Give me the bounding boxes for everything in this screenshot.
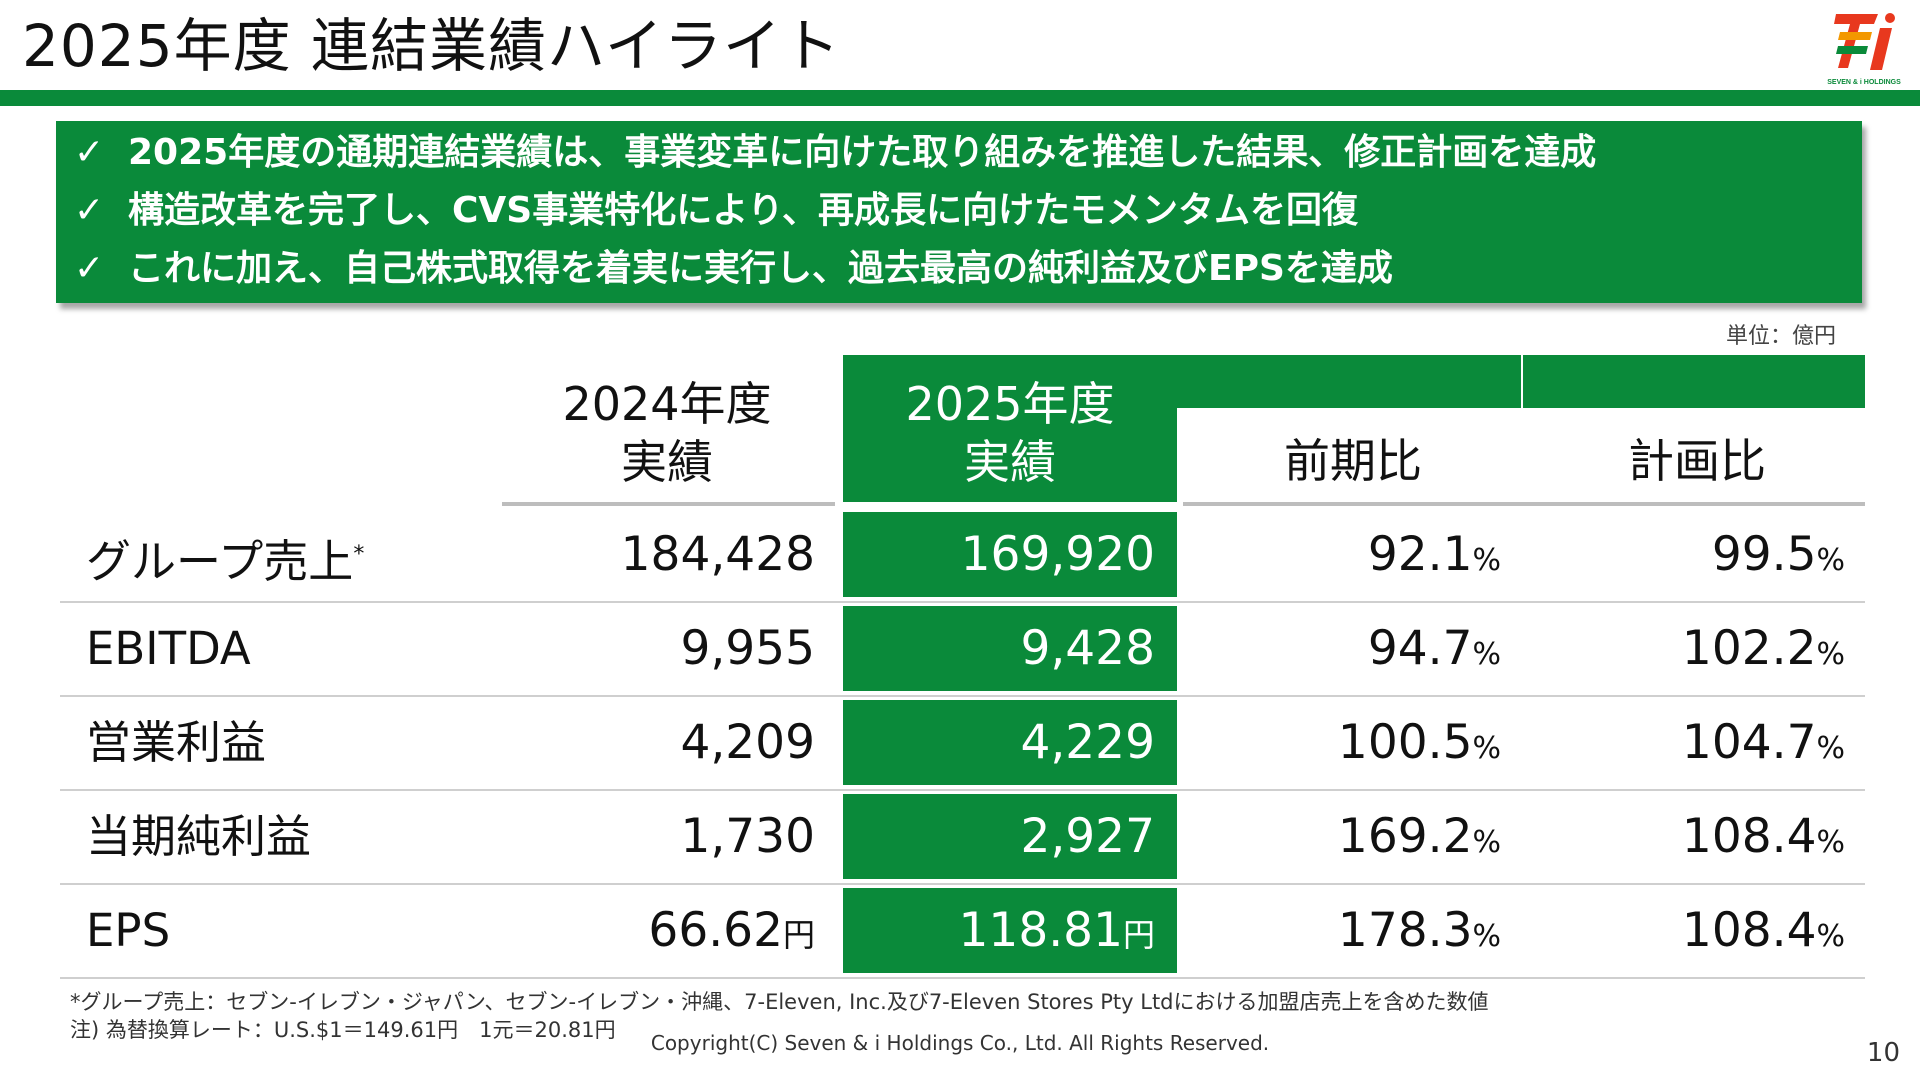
check-icon: ✓ (74, 190, 105, 231)
fy2025-cell-bg (843, 606, 1177, 691)
yoy-value: 92.1% (1367, 527, 1501, 582)
highlight-text: 構造改革を完了し、CVS事業特化により、再成長に向けたモメンタムを回復 (128, 190, 1359, 231)
fy2024-value: 9,955 (680, 621, 815, 676)
fy2025-cell-bg (843, 794, 1177, 879)
yoy-value: 169.2% (1337, 809, 1501, 864)
title-underline (0, 90, 1920, 106)
highlight-item: ✓ 2025年度の通期連結業績は、事業変革に向けた取り組みを推進した結果、修正計画… (74, 125, 1596, 181)
header-fy2025-line2: 実績 (964, 435, 1056, 489)
header-vs-plan: 計画比 (1628, 434, 1766, 488)
fy2025-cell-bg (843, 700, 1177, 785)
vs-plan-value: 108.4% (1681, 903, 1845, 958)
highlight-item: ✓ 構造改革を完了し、CVS事業特化により、再成長に向けたモメンタムを回復 (74, 183, 1358, 239)
vs-plan-value: 99.5% (1711, 527, 1845, 582)
fy2024-value: 1,730 (680, 809, 815, 864)
header-divider (502, 502, 835, 506)
yoy-value: 100.5% (1337, 715, 1501, 770)
footnote-exchange-rate: 注) 為替換算レート：U.S.$1＝149.61円 1元＝20.81円 (70, 1018, 616, 1042)
fy2025-cell-bg (843, 512, 1177, 597)
header-fy2024: 2024年度 実績 (502, 375, 832, 491)
row-label: EBITDA (86, 622, 251, 675)
vs-plan-value: 108.4% (1681, 809, 1845, 864)
logo-wordmark: SEVEN & i HOLDINGS (1827, 79, 1901, 86)
highlight-text: これに加え、自己株式取得を着実に実行し、過去最高の純利益及びEPSを達成 (128, 248, 1393, 289)
row-label: 営業利益 (86, 716, 267, 769)
fy2025-value: 118.81円 (958, 903, 1155, 958)
row-label: グループ売上* (86, 535, 365, 588)
page-title: 2025年度 連結業績ハイライト (22, 12, 841, 80)
fy2024-value: 184,428 (620, 527, 815, 582)
footnote-group-sales: *グループ売上：セブン‐イレブン・ジャパン、セブン‐イレブン・沖縄、7-Elev… (70, 990, 1489, 1014)
header-fy2024-line2: 実績 (621, 435, 713, 489)
fy2025-value: 2,927 (1020, 809, 1155, 864)
header-ratio-bar-yoy (1177, 355, 1521, 408)
vs-plan-value: 104.7% (1681, 715, 1845, 770)
header-fy2025-line1: 2025年度 (905, 377, 1115, 431)
fy2025-value: 4,229 (1020, 715, 1155, 770)
fy2025-value: 9,428 (1020, 621, 1155, 676)
copyright: Copyright(C) Seven & i Holdings Co., Ltd… (650, 1031, 1270, 1055)
row-label: 当期純利益 (86, 810, 312, 863)
fy2024-value: 66.62円 (648, 903, 815, 958)
highlight-item: ✓ これに加え、自己株式取得を着実に実行し、過去最高の純利益及びEPSを達成 (74, 241, 1393, 297)
row-divider (60, 601, 1865, 603)
yoy-value: 94.7% (1367, 621, 1501, 676)
page-number: 10 (1866, 1038, 1900, 1068)
check-icon: ✓ (74, 132, 105, 173)
check-icon: ✓ (74, 248, 105, 289)
highlight-banner: ✓ 2025年度の通期連結業績は、事業変革に向けた取り組みを推進した結果、修正計画… (56, 121, 1862, 303)
fy2025-value: 169,920 (960, 527, 1155, 582)
header-yoy: 前期比 (1284, 434, 1422, 488)
row-divider (60, 789, 1865, 791)
seven-and-i-logo: SEVEN & i HOLDINGS (1826, 8, 1902, 90)
header-ratio-bar-plan (1523, 355, 1865, 408)
header-divider (1183, 502, 1865, 506)
row-label: EPS (86, 904, 171, 957)
fy2025-cell-bg (843, 888, 1177, 973)
unit-label: 単位：億円 (1725, 324, 1836, 349)
header-fy2025: 2025年度 実績 (843, 355, 1177, 502)
row-divider (60, 977, 1865, 979)
fy2024-value: 4,209 (680, 715, 815, 770)
row-divider (60, 695, 1865, 697)
header-fy2024-line1: 2024年度 (562, 377, 772, 431)
vs-plan-value: 102.2% (1681, 621, 1845, 676)
row-divider (60, 883, 1865, 885)
yoy-value: 178.3% (1337, 903, 1501, 958)
highlight-text: 2025年度の通期連結業績は、事業変革に向けた取り組みを推進した結果、修正計画を… (128, 132, 1597, 173)
